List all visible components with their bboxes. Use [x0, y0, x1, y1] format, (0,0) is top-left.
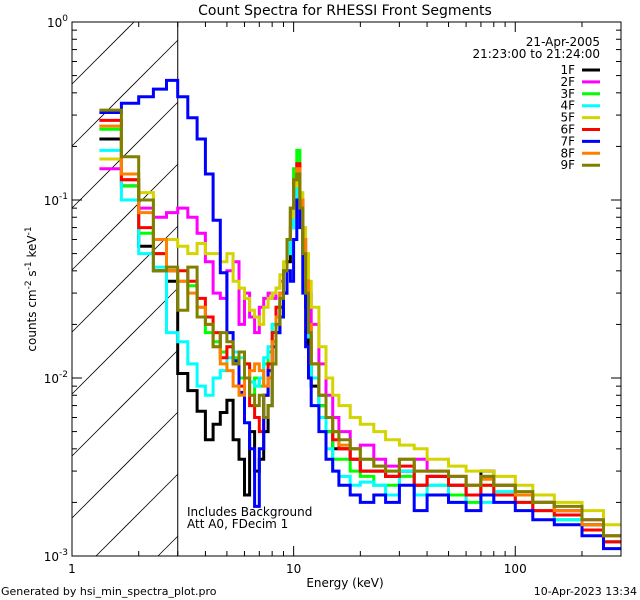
axes: 1 10 100 100 10-1 10-2 10-3 [44, 14, 622, 576]
legend-label: 5F [560, 111, 575, 125]
series-9F [99, 108, 621, 538]
legend-time-range: 21:23:00 to 21:24:00 [473, 47, 600, 61]
hatch-line [71, 349, 179, 457]
legend-item-7F: 7F [560, 134, 600, 148]
hatch-line [71, 21, 135, 85]
annotation-background: Includes Background [187, 505, 312, 519]
legend-item-5F: 5F [560, 111, 600, 125]
y-tick-label: 10-2 [44, 370, 68, 386]
hatch-line [157, 535, 179, 557]
legend-label: 9F [560, 158, 575, 172]
hatch-line [71, 225, 179, 333]
legend-item-8F: 8F [560, 146, 600, 160]
y-axis-label: counts cm-2 s-1 keV-1 [24, 226, 39, 351]
legend-label: 4F [560, 99, 575, 113]
legend-item-4F: 4F [560, 99, 600, 113]
legend-label: 8F [560, 146, 575, 160]
legend-item-3F: 3F [560, 87, 600, 101]
x-tick-label: 100 [504, 562, 527, 576]
series-group [99, 78, 621, 551]
chart-title: Count Spectra for RHESSI Front Segments [198, 3, 492, 19]
legend-label: 1F [560, 63, 575, 77]
legend-item-6F: 6F [560, 123, 600, 137]
legend-label: 3F [560, 87, 575, 101]
footer-generated-by: Generated by hsi_min_spectra_plot.pro [1, 585, 217, 598]
legend-item-9F: 9F [560, 158, 600, 172]
hatch-line [71, 163, 179, 271]
x-tick-label: 10 [286, 562, 301, 576]
y-tick-label: 10-3 [44, 548, 68, 564]
footer-timestamp: 10-Apr-2023 13:34 [534, 585, 637, 598]
legend-item-2F: 2F [560, 75, 600, 89]
annotation-attenuator: Att A0, FDecim 1 [187, 517, 288, 531]
hatch-line [71, 411, 179, 519]
series-7F [99, 78, 621, 551]
hatch-line [71, 287, 179, 395]
legend: 21-Apr-2005 21:23:00 to 21:24:00 1F2F3F4… [473, 35, 600, 172]
y-tick-label: 100 [47, 14, 68, 30]
legend-label: 7F [560, 134, 575, 148]
plot-frame [71, 21, 622, 557]
hatch-line [71, 39, 179, 147]
legend-date: 21-Apr-2005 [526, 35, 600, 49]
y-tick-label: 10-1 [44, 192, 68, 208]
hatch-line [95, 473, 179, 557]
x-tick-label: 1 [68, 562, 76, 576]
hatch-line [71, 101, 179, 209]
legend-item-1F: 1F [560, 63, 600, 77]
legend-label: 6F [560, 123, 575, 137]
legend-label: 2F [560, 75, 575, 89]
x-axis-label: Energy (keV) [306, 576, 383, 590]
